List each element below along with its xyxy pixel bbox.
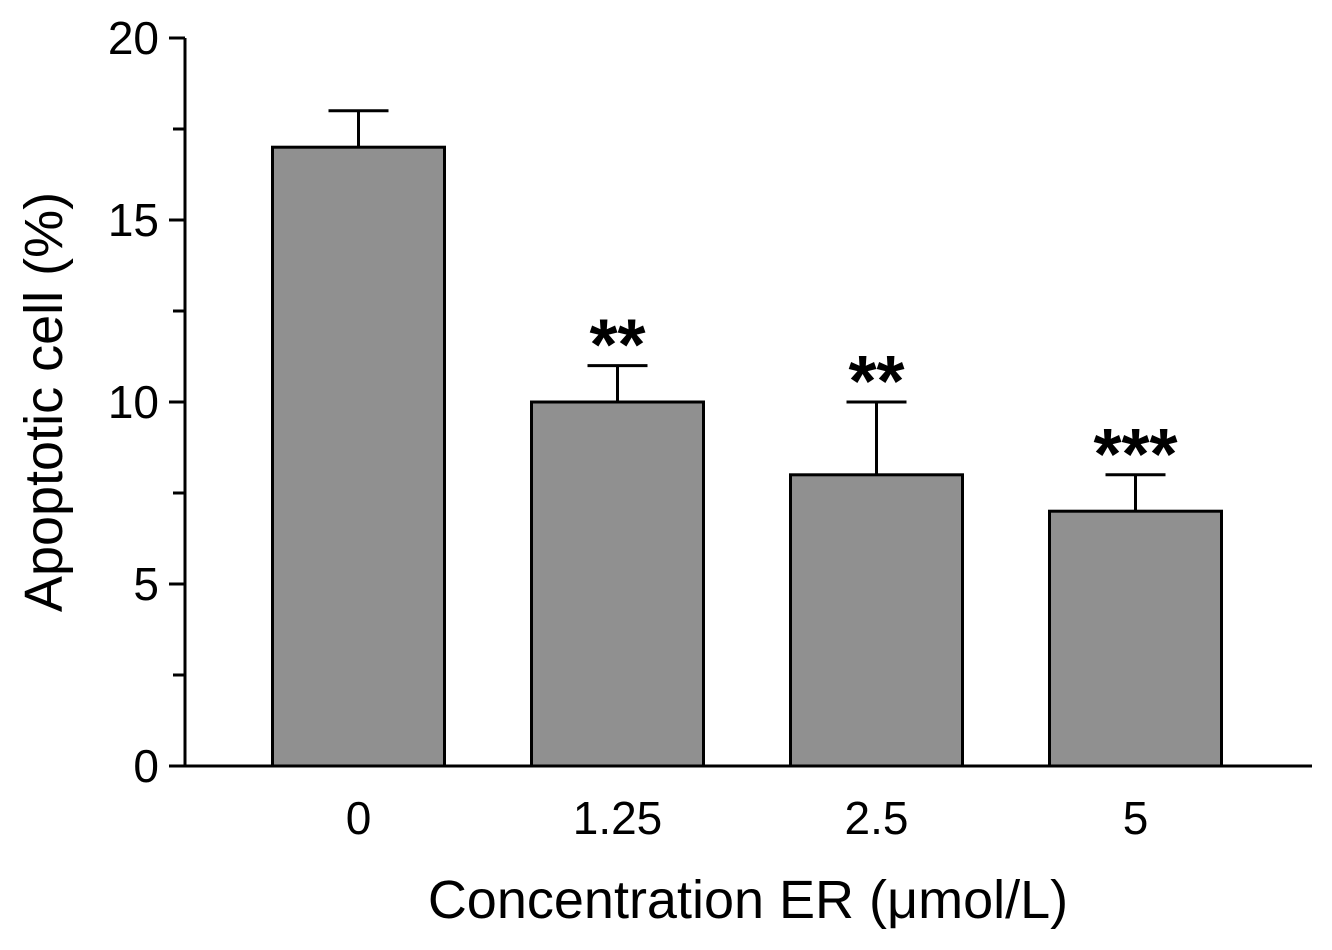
x-tick-label: 0 [346, 792, 372, 844]
bar-2.5 [789, 473, 964, 768]
significance-layer: ** ***** [589, 306, 1177, 495]
bars-layer [271, 145, 1223, 768]
y-tick-label: 0 [133, 740, 159, 792]
y-ticks-layer: 0 5 10 15 20 [108, 12, 185, 792]
x-axis-title: Concentration ER (μmol/L) [428, 870, 1068, 930]
y-tick-label: 10 [108, 376, 159, 428]
significance-marker: *** [1093, 415, 1177, 495]
y-tick-label: 5 [133, 558, 159, 610]
x-tick-label: 5 [1123, 792, 1149, 844]
x-tick-label: 1.25 [573, 792, 663, 844]
y-axis-title: Apoptotic cell (%) [14, 192, 74, 612]
y-tick-label: 20 [108, 12, 159, 64]
bar-1.25 [530, 400, 705, 768]
significance-marker: ** [589, 306, 645, 386]
error-bars-layer [328, 109, 1166, 512]
significance-marker: ** [848, 342, 904, 422]
bar-5 [1048, 509, 1223, 768]
x-tick-label: 2.5 [845, 792, 909, 844]
y-tick-label: 15 [108, 194, 159, 246]
bar-0 [271, 145, 446, 768]
x-ticks-layer: 0 1.25 2.5 5 [346, 792, 1149, 844]
